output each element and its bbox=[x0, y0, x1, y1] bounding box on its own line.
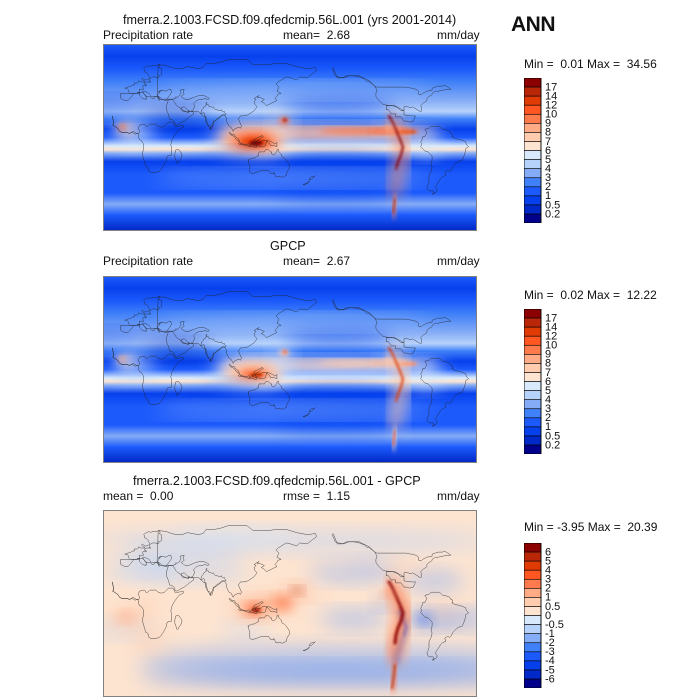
svg-text:-6: -6 bbox=[545, 673, 555, 685]
svg-text:0.2: 0.2 bbox=[545, 439, 560, 451]
svg-text:0.2: 0.2 bbox=[545, 208, 560, 220]
